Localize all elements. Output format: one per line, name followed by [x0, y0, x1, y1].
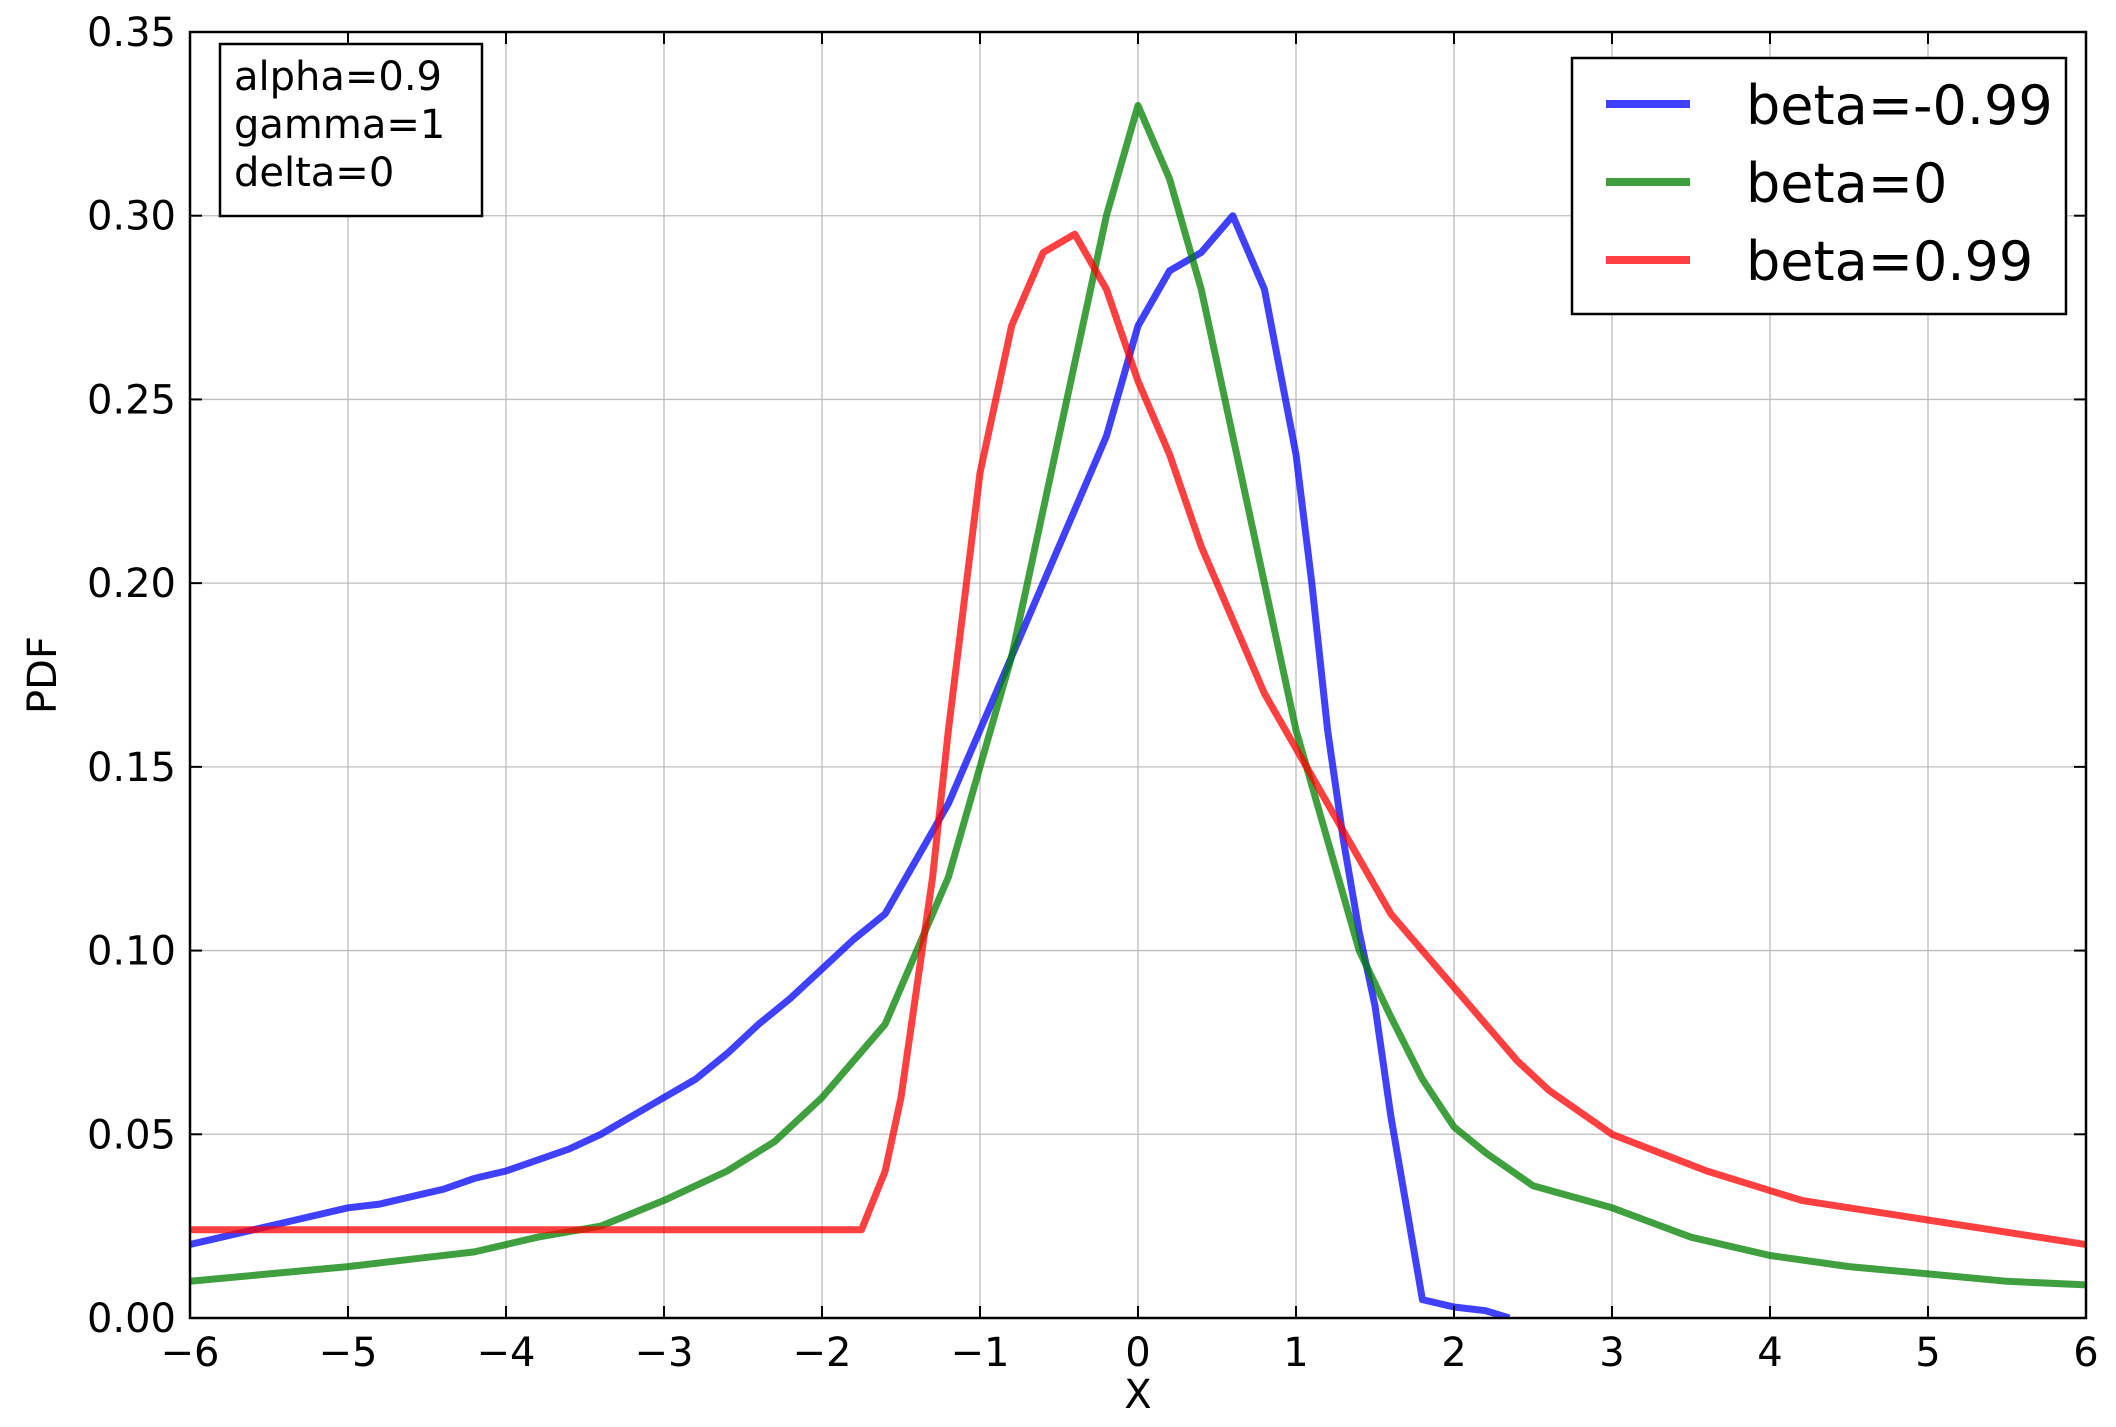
y-tick-label: 0.05 [87, 1112, 176, 1158]
y-tick-label: 0.10 [87, 929, 176, 975]
legend-label-beta-neg: beta=-0.99 [1746, 74, 2053, 137]
annotation-line-delta: delta=0 [234, 150, 394, 196]
x-tick-label: 1 [1283, 1330, 1308, 1376]
y-axis-label: PDF [20, 636, 66, 714]
x-tick-label: −5 [319, 1330, 378, 1376]
annotation-line-gamma: gamma=1 [234, 102, 445, 148]
x-tick-label: 0 [1125, 1330, 1150, 1376]
x-tick-label: −4 [477, 1330, 536, 1376]
y-tick-label: 0.20 [87, 561, 176, 607]
x-axis-label: X [1124, 1372, 1151, 1418]
x-tick-label: −6 [161, 1330, 220, 1376]
x-tick-label: 5 [1915, 1330, 1940, 1376]
x-tick-label: 4 [1757, 1330, 1782, 1376]
legend-label-beta-pos: beta=0.99 [1746, 230, 2033, 293]
y-tick-label: 0.15 [87, 745, 176, 791]
series-line-1 [190, 102, 2086, 1289]
x-tick-label: 3 [1599, 1330, 1624, 1376]
x-tick-label: −2 [793, 1330, 852, 1376]
x-tick-label: 2 [1441, 1330, 1466, 1376]
legend: beta=-0.99 beta=0 beta=0.99 [1570, 56, 2068, 316]
legend-label-beta-zero: beta=0 [1746, 152, 1947, 215]
x-tick-label: −3 [635, 1330, 694, 1376]
series-line-0 [190, 212, 1511, 1318]
axis-ticks: −6 −5 −4 −3 −2 −1 0 1 2 3 4 5 6 0.00 0.05 0.10 0.15 0.20 0… [87, 10, 2099, 1376]
annotation-line-alpha: alpha=0.9 [234, 54, 442, 100]
y-tick-label: 0.30 [87, 194, 176, 240]
x-tick-label: 6 [2073, 1330, 2098, 1376]
y-tick-label: 0.00 [87, 1296, 176, 1342]
series-group [190, 102, 2086, 1318]
parameter-annotation-box: alpha=0.9 gamma=1 delta=0 [218, 42, 484, 218]
series-line-2 [190, 230, 2086, 1248]
x-tick-label: −1 [951, 1330, 1010, 1376]
y-tick-label: 0.35 [87, 10, 176, 56]
y-tick-label: 0.25 [87, 377, 176, 423]
